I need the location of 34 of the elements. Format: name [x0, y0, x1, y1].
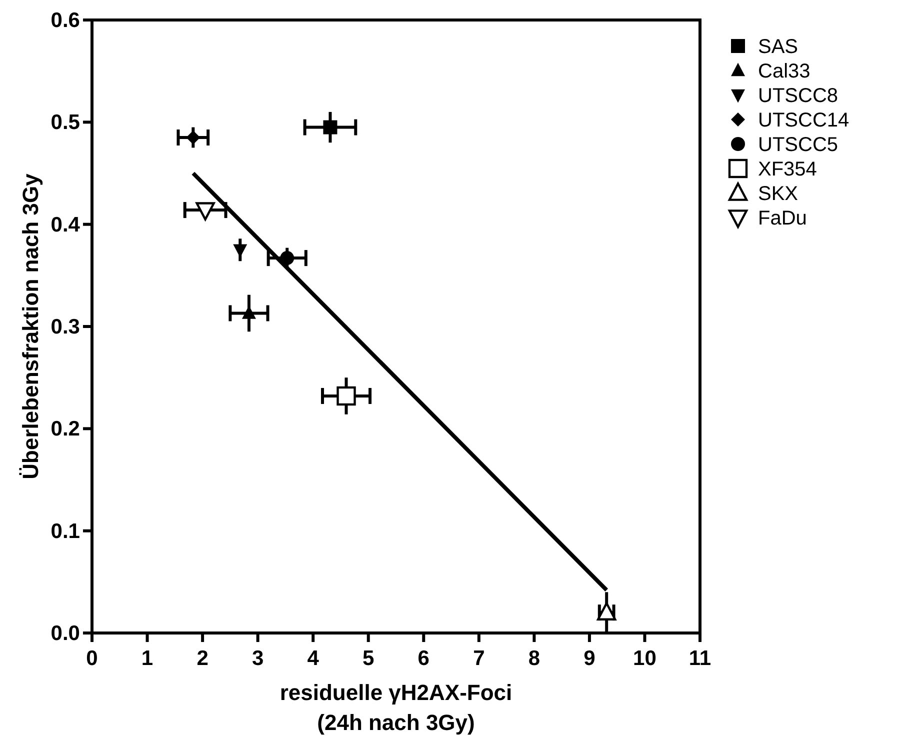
legend-label: FaDu	[758, 208, 807, 230]
y-tick-label: 0.1	[50, 520, 80, 543]
legend-label: SKX	[758, 183, 798, 205]
x-tick-label: 0	[86, 647, 98, 670]
x-tick-label: 6	[418, 647, 430, 670]
x-tick-label: 9	[584, 647, 596, 670]
legend-label: UTSCC5	[758, 134, 838, 156]
legend-label: UTSCC8	[758, 85, 838, 107]
y-tick-label: 0.5	[50, 111, 80, 134]
y-axis-title: Überlebensfraktion nach 3Gy	[18, 172, 43, 480]
legend-label: XF354	[758, 158, 817, 180]
point	[280, 251, 294, 266]
x-tick-label: 3	[252, 647, 264, 670]
x-tick-label: 4	[307, 647, 320, 670]
x-tick-label: 2	[196, 647, 208, 670]
x-tick-label: 1	[141, 647, 154, 670]
x-axis-title: residuelle γH2AX-Foci (24h nach 3Gy)	[280, 680, 512, 735]
point	[336, 386, 356, 406]
y-tick-label: 0.2	[50, 418, 80, 441]
x-tick-label: 8	[528, 647, 540, 670]
y-tick-label: 0.3	[50, 316, 80, 338]
x-tick-label: 7	[473, 647, 485, 670]
point	[186, 130, 200, 144]
x-tick-label: 11	[688, 647, 712, 670]
legend-label: SAS	[758, 36, 798, 58]
y-tick-label: 0.4	[50, 213, 80, 236]
point	[323, 120, 338, 134]
legend-label: UTSCC14	[758, 110, 850, 132]
point	[196, 202, 215, 220]
y-tick-label: 0.6	[50, 9, 80, 32]
y-tick-label: 0.0	[50, 622, 80, 645]
x-tick-label: 10	[633, 647, 656, 670]
legend-label: Cal33	[758, 60, 810, 82]
x-tick-label: 5	[362, 647, 375, 670]
